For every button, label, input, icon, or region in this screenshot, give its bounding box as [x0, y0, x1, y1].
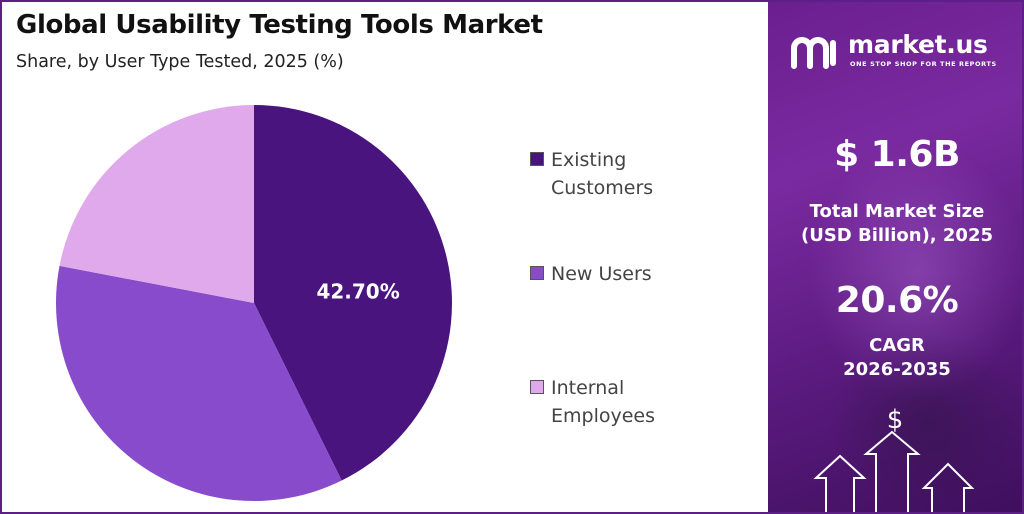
legend-label-line: New Users	[551, 263, 652, 285]
pie-slice-existing-customers	[254, 105, 452, 481]
chart-panel: Global Usability Testing Tools Market Sh…	[2, 2, 768, 512]
data-label-existing-customers: 42.70%	[316, 280, 399, 304]
cagr-value: 20.6%	[835, 280, 959, 321]
cagr-label-line: 2026-2035	[843, 359, 951, 380]
legend-swatch-internal-employees	[530, 380, 544, 394]
legend-label-line: Customers	[551, 177, 654, 199]
market-size-value: $ 1.6B	[834, 134, 960, 175]
chart-title: Global Usability Testing Tools Market	[16, 10, 543, 40]
legend-label-internal-employees: Internal Employees	[551, 374, 721, 430]
legend-swatch-new-users	[530, 266, 544, 280]
brand-logo: market.us ONE STOP SHOP FOR THE REPORTS	[790, 30, 1010, 74]
pie-slice-internal-employees	[59, 105, 254, 303]
dollar-icon: $	[887, 405, 904, 435]
legend-label-line: Existing	[551, 149, 627, 171]
pie-slice-new-users	[56, 265, 342, 501]
legend-label-existing-customers: Existing Customers	[551, 146, 721, 202]
market-us-logo-icon	[791, 37, 836, 69]
legend-swatch-existing-customers	[530, 152, 544, 166]
legend-label-line: Internal	[551, 377, 625, 399]
legend-label-new-users: New Users	[551, 260, 721, 288]
growth-arrows-icon: $	[813, 405, 975, 512]
cagr-label: CAGR 2026-2035	[768, 334, 1022, 382]
cagr-label-line: CAGR	[869, 335, 925, 356]
pie-chart: 42.70%	[56, 105, 452, 501]
legend-label-line: Employees	[551, 405, 655, 427]
brand-tagline: ONE STOP SHOP FOR THE REPORTS	[850, 60, 997, 68]
market-size-label-line: (USD Billion), 2025	[800, 225, 994, 246]
chart-subtitle: Share, by User Type Tested, 2025 (%)	[16, 52, 344, 72]
market-size-label-line: Total Market Size	[809, 201, 985, 222]
brand-name: market.us	[848, 30, 988, 59]
market-size-label: Total Market Size (USD Billion), 2025	[768, 200, 1022, 248]
stats-sidebar: market.us ONE STOP SHOP FOR THE REPORTS …	[768, 2, 1022, 512]
